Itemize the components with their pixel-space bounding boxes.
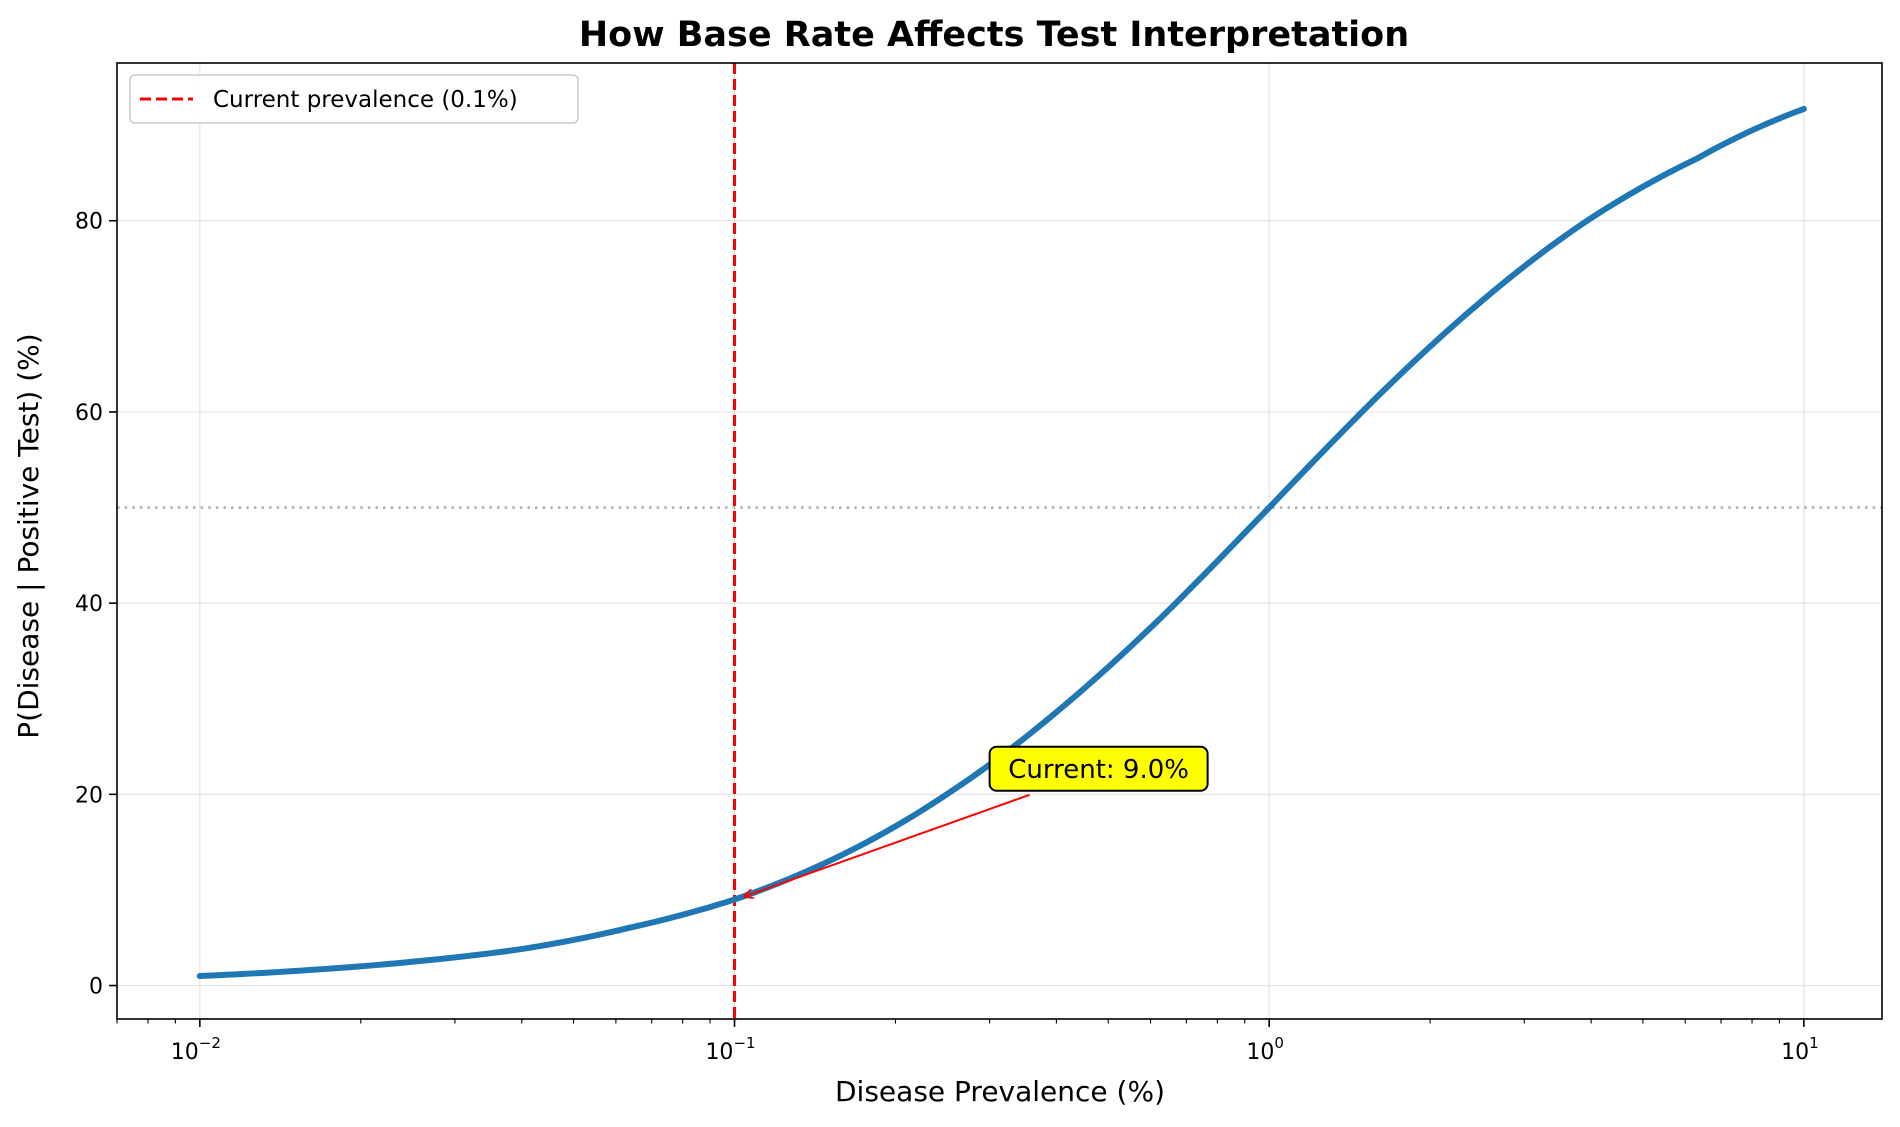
legend-frame xyxy=(129,74,579,124)
x-axis-label: Disease Prevalence (%) xyxy=(835,1075,1165,1108)
series-line xyxy=(196,105,1807,979)
annotation: Current: 9.0% xyxy=(745,745,1209,897)
y-tick-label: 80 xyxy=(75,210,103,235)
series-layer xyxy=(196,105,1807,979)
annotation-box xyxy=(988,745,1209,792)
chart-title: How Base Rate Affects Test Interpretatio… xyxy=(579,15,1409,55)
plot-frame xyxy=(116,62,1883,1020)
y-axis-ticks: 0 20 40 60 80 xyxy=(75,210,117,1000)
x-axis-ticks: 10−2 10−1 100 101 xyxy=(116,1019,1819,1065)
x-tick-label: 10−2 xyxy=(171,1034,221,1065)
legend-label: Current prevalence (0.1%) xyxy=(213,87,518,113)
y-tick-label: 20 xyxy=(75,783,103,808)
annotation-text: Current: 9.0% xyxy=(1008,755,1189,785)
y-tick-label: 0 xyxy=(89,975,103,1000)
y-axis-label: P(Disease | Positive Test) (%) xyxy=(12,333,45,738)
legend: Current prevalence (0.1%) xyxy=(129,74,579,124)
x-tick-label: 10−1 xyxy=(705,1034,755,1065)
x-tick-label: 101 xyxy=(1781,1034,1819,1065)
annotation-arrow xyxy=(745,793,1030,897)
reference-lines xyxy=(117,63,1882,1019)
y-tick-label: 60 xyxy=(75,401,103,426)
x-tick-label: 100 xyxy=(1246,1034,1284,1065)
grid xyxy=(117,63,1882,1019)
y-tick-label: 40 xyxy=(75,592,103,617)
